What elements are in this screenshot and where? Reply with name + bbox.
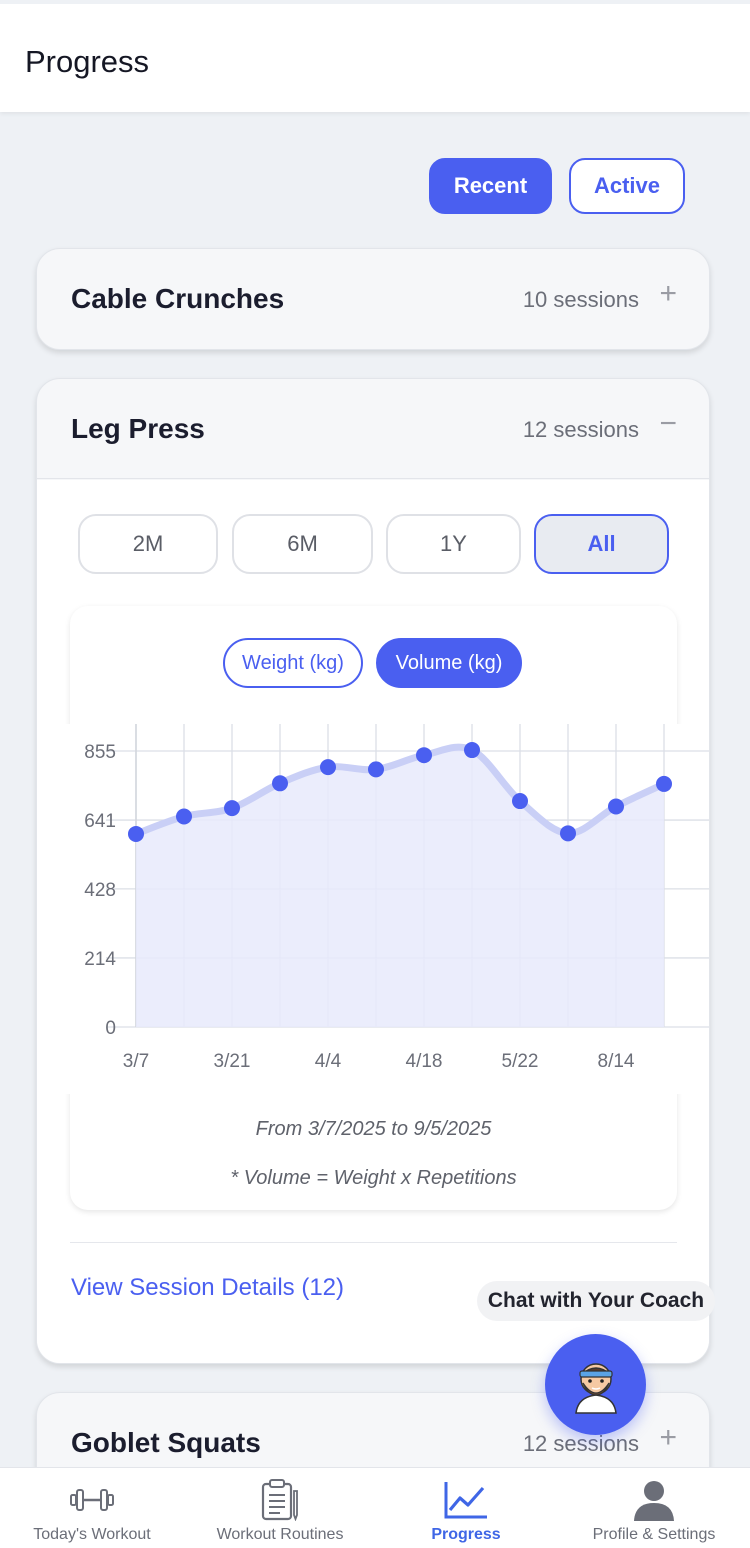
date-range-text: From 3/7/2025 to 9/5/2025 <box>255 1118 492 1140</box>
volume-footnote: * Volume = Weight x Repetitions <box>230 1167 517 1189</box>
exercise-card: Cable Crunches 10 sessions + <box>36 248 710 350</box>
range-6m-button[interactable]: 6M <box>232 514 373 574</box>
data-point <box>608 798 624 815</box>
volume-chart: 0 214 428 641 855 3/7 3/21 4/4 4/18 5/22 8/14 <box>37 724 709 1094</box>
chat-with-coach-label[interactable]: Chat with Your Coach <box>477 1281 715 1321</box>
exercise-card-header[interactable]: Leg Press 12 sessions − <box>37 379 709 479</box>
exercise-card: Leg Press 12 sessions − 2M 6M 1Y All Wei… <box>36 378 710 1364</box>
expand-icon[interactable]: + <box>659 1421 677 1454</box>
tab-label: Workout Routines <box>216 1526 344 1543</box>
collapse-icon[interactable]: − <box>659 407 677 440</box>
exercise-card-header[interactable]: Cable Crunches 10 sessions + <box>37 249 709 349</box>
data-point <box>416 747 432 764</box>
data-point <box>320 759 336 776</box>
volume-metric-button[interactable]: Volume (kg) <box>376 638 522 688</box>
y-tick-label: 214 <box>84 949 116 970</box>
area-fill <box>136 747 664 1027</box>
tab-label: Progress <box>431 1526 501 1543</box>
data-point <box>656 775 672 792</box>
tab-workout-routines[interactable]: Workout Routines <box>205 1468 355 1548</box>
chart-line-icon <box>443 1478 489 1522</box>
dumbbell-icon <box>70 1478 114 1522</box>
bottom-tab-bar: Today's Workout Workout Routines Progres… <box>0 1467 750 1548</box>
tab-label: Profile & Settings <box>592 1526 716 1543</box>
recent-filter-button[interactable]: Recent <box>429 158 552 214</box>
session-count: 12 sessions <box>522 1431 639 1456</box>
x-tick-label: 5/22 <box>502 1051 539 1072</box>
data-point <box>512 793 528 810</box>
tab-profile-settings[interactable]: Profile & Settings <box>584 1468 724 1548</box>
view-session-details-link[interactable]: View Session Details (12) <box>71 1274 345 1301</box>
x-tick-label: 8/14 <box>598 1051 635 1072</box>
person-icon <box>631 1478 677 1522</box>
exercise-card-header[interactable]: Goblet Squats 12 sessions + <box>37 1393 709 1493</box>
expand-icon[interactable]: + <box>659 277 677 310</box>
data-point <box>368 761 384 778</box>
coach-chat-button[interactable] <box>545 1334 646 1435</box>
y-tick-label: 428 <box>84 880 116 901</box>
data-point <box>560 825 576 842</box>
y-tick-label: 641 <box>84 811 116 832</box>
exercise-card-body: 2M 6M 1Y All Weight (kg) Volume (kg) 0 21… <box>37 480 709 1363</box>
range-1y-button[interactable]: 1Y <box>386 514 521 574</box>
data-point <box>272 775 288 792</box>
divider <box>70 1242 677 1243</box>
exercise-name: Goblet Squats <box>71 1427 261 1458</box>
page-title: Progress <box>25 44 150 79</box>
x-tick-label: 3/7 <box>123 1051 149 1072</box>
volume-chart-svg: 0 214 428 641 855 3/7 3/21 4/4 4/18 5/22 8/14 <box>84 724 709 1072</box>
x-tick-label: 3/21 <box>214 1051 251 1072</box>
active-filter-button[interactable]: Active <box>569 158 685 214</box>
session-count: 12 sessions <box>522 417 639 442</box>
weight-metric-button[interactable]: Weight (kg) <box>223 638 363 688</box>
coach-avatar-icon <box>574 1362 617 1414</box>
exercise-name: Cable Crunches <box>71 283 285 314</box>
session-count: 10 sessions <box>522 287 639 312</box>
app-header: Progress <box>0 0 750 112</box>
x-tick-label: 4/18 <box>406 1051 443 1072</box>
range-2m-button[interactable]: 2M <box>78 514 218 574</box>
data-point <box>128 825 144 842</box>
range-all-button[interactable]: All <box>534 514 669 574</box>
chart-panel: Weight (kg) Volume (kg) 0 214 428 641 855 3/7… <box>37 606 709 1210</box>
tab-label: Today's Workout <box>33 1526 151 1543</box>
data-point <box>464 742 480 759</box>
x-tick-label: 4/4 <box>315 1051 342 1072</box>
data-point <box>176 808 192 825</box>
tab-todays-workout[interactable]: Today's Workout <box>22 1468 162 1548</box>
y-tick-label: 855 <box>84 742 116 763</box>
clipboard-icon <box>260 1478 300 1522</box>
tab-progress[interactable]: Progress <box>416 1468 516 1548</box>
exercise-name: Leg Press <box>71 413 205 444</box>
y-tick-label: 0 <box>105 1018 116 1039</box>
data-point <box>224 800 240 817</box>
